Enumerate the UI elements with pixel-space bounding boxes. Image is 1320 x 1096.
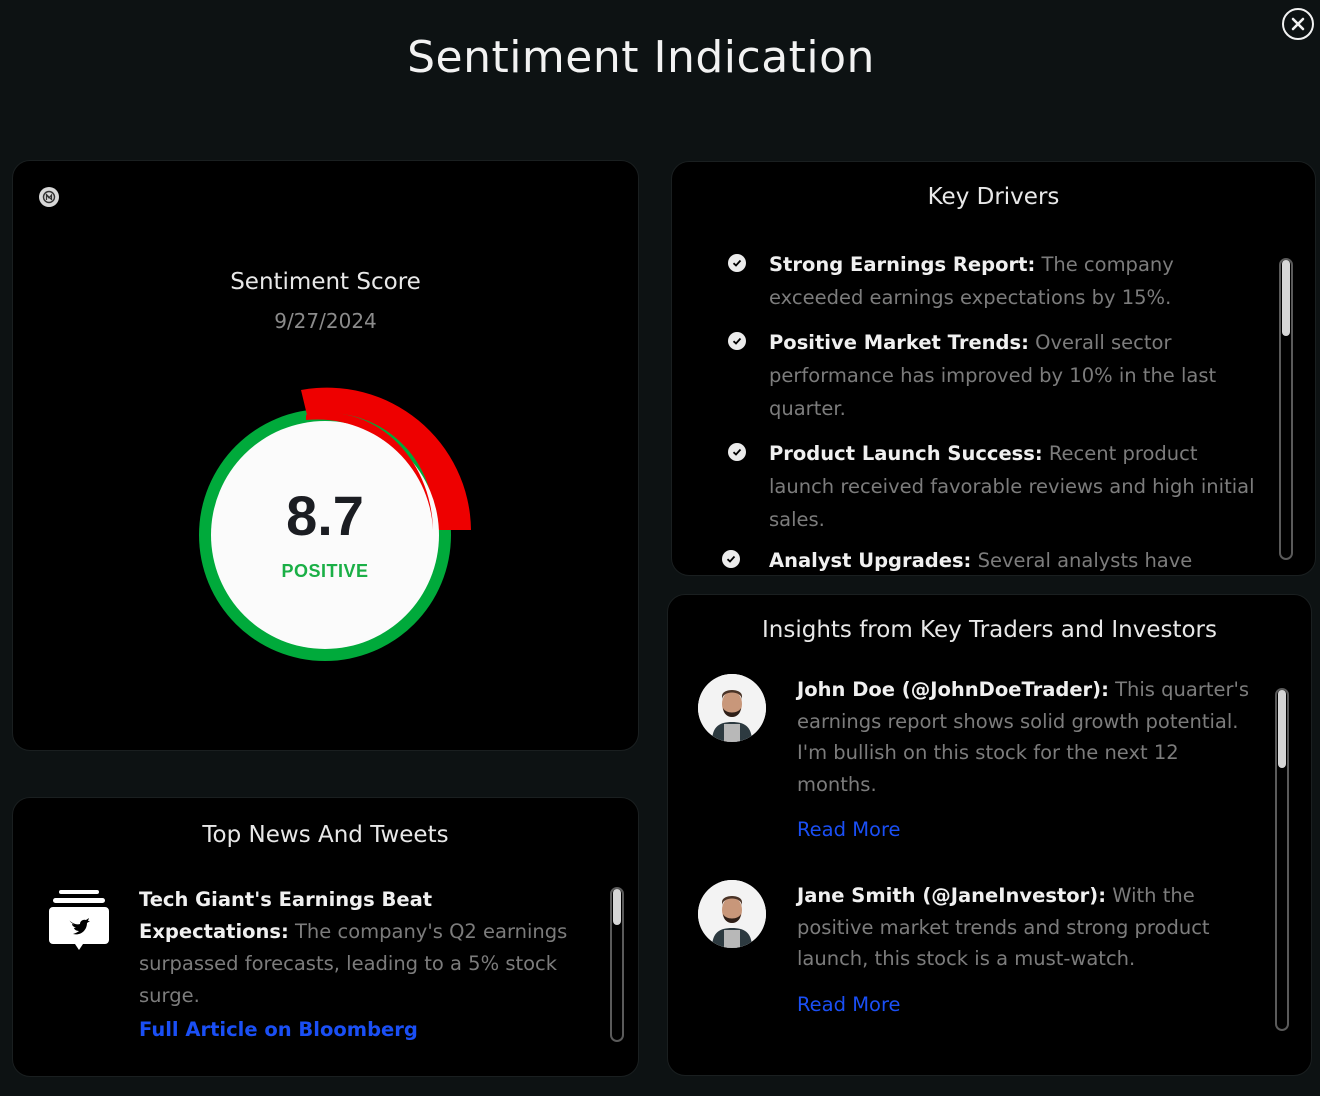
gauge-ring-icon	[199, 387, 471, 661]
scrollbar-thumb[interactable]	[613, 889, 621, 925]
key-drivers-panel: Key Drivers Strong Earnings Report: The …	[671, 161, 1316, 576]
insight-body: This quarter's earnings report shows sol…	[797, 678, 1250, 796]
driver-text: Several analysts have	[971, 549, 1193, 572]
insights-panel: Insights from Key Traders and Investors …	[667, 594, 1312, 1076]
insight-author: Jane Smith (@JaneInvestor):	[797, 884, 1107, 907]
driver-title: Analyst Upgrades:	[769, 549, 972, 572]
driver-item: Strong Earnings Report: The company exce…	[722, 248, 1262, 314]
insight-author: John Doe (@JohnDoeTrader):	[797, 678, 1109, 701]
news-body: The company's Q2 earnings surpassed fore…	[139, 920, 568, 1007]
news-text: Tech Giant's Earnings Beat Expectations:…	[139, 884, 569, 1046]
top-news-panel: Top News And Tweets Tech Giant's Earning…	[12, 797, 639, 1077]
check-circle-icon	[728, 254, 746, 272]
check-circle-icon	[722, 550, 740, 568]
check-circle-icon	[728, 332, 746, 350]
close-button[interactable]	[1282, 8, 1314, 40]
driver-item: Analyst Upgrades: Several analysts have	[722, 544, 1262, 575]
full-article-link[interactable]: Full Article on Bloomberg	[139, 1018, 418, 1041]
insight-text: John Doe (@JohnDoeTrader): This quarter'…	[797, 674, 1257, 846]
driver-item: Product Launch Success: Recent product l…	[722, 437, 1262, 536]
check-circle-icon	[728, 443, 746, 461]
page-title: Sentiment Indication	[407, 32, 875, 83]
insights-title: Insights from Key Traders and Investors	[761, 617, 1217, 643]
driver-text: The company exceeded earnings expectatio…	[769, 253, 1174, 309]
driver-text: Recent product launch received favorable…	[769, 442, 1255, 531]
twitter-news-icon	[49, 890, 109, 950]
person-avatar-icon	[698, 674, 766, 742]
sentiment-gauge: 8.7 POSITIVE	[189, 387, 475, 673]
close-icon	[1291, 17, 1305, 31]
info-icon[interactable]	[39, 187, 59, 207]
top-news-scrollbar[interactable]	[610, 887, 624, 1042]
score-date: 9/27/2024	[274, 309, 377, 333]
driver-title: Product Launch Success:	[769, 442, 1043, 465]
score-title: Sentiment Score	[230, 269, 421, 295]
sentiment-score-panel: Sentiment Score 9/27/2024 8.7 POSITIVE	[12, 160, 639, 751]
scrollbar-thumb[interactable]	[1282, 260, 1290, 336]
person-avatar-icon	[698, 880, 766, 948]
key-drivers-scrollbar[interactable]	[1279, 258, 1293, 560]
sentiment-score-value: 8.7	[286, 484, 364, 547]
key-drivers-title: Key Drivers	[927, 184, 1060, 210]
driver-text: Overall sector performance has improved …	[769, 331, 1217, 420]
driver-title: Strong Earnings Report:	[769, 253, 1036, 276]
insights-scrollbar[interactable]	[1275, 688, 1289, 1031]
avatar	[698, 880, 766, 948]
news-title: Tech Giant's Earnings Beat Expectations:	[139, 888, 433, 943]
info-glyph-icon	[42, 190, 56, 204]
key-drivers-list: Strong Earnings Report: The company exce…	[722, 248, 1262, 575]
driver-item: Positive Market Trends: Overall sector p…	[722, 326, 1262, 425]
insight-body: With the positive market trends and stro…	[797, 884, 1210, 970]
scrollbar-thumb[interactable]	[1278, 690, 1286, 768]
driver-title: Positive Market Trends:	[769, 331, 1029, 354]
top-news-title: Top News And Tweets	[202, 822, 449, 848]
read-more-link[interactable]: Read More	[797, 818, 901, 841]
read-more-link[interactable]: Read More	[797, 992, 901, 1016]
insight-text: Jane Smith (@JaneInvestor): With the pos…	[797, 880, 1257, 1020]
avatar	[698, 674, 766, 742]
sentiment-label: POSITIVE	[281, 561, 369, 581]
